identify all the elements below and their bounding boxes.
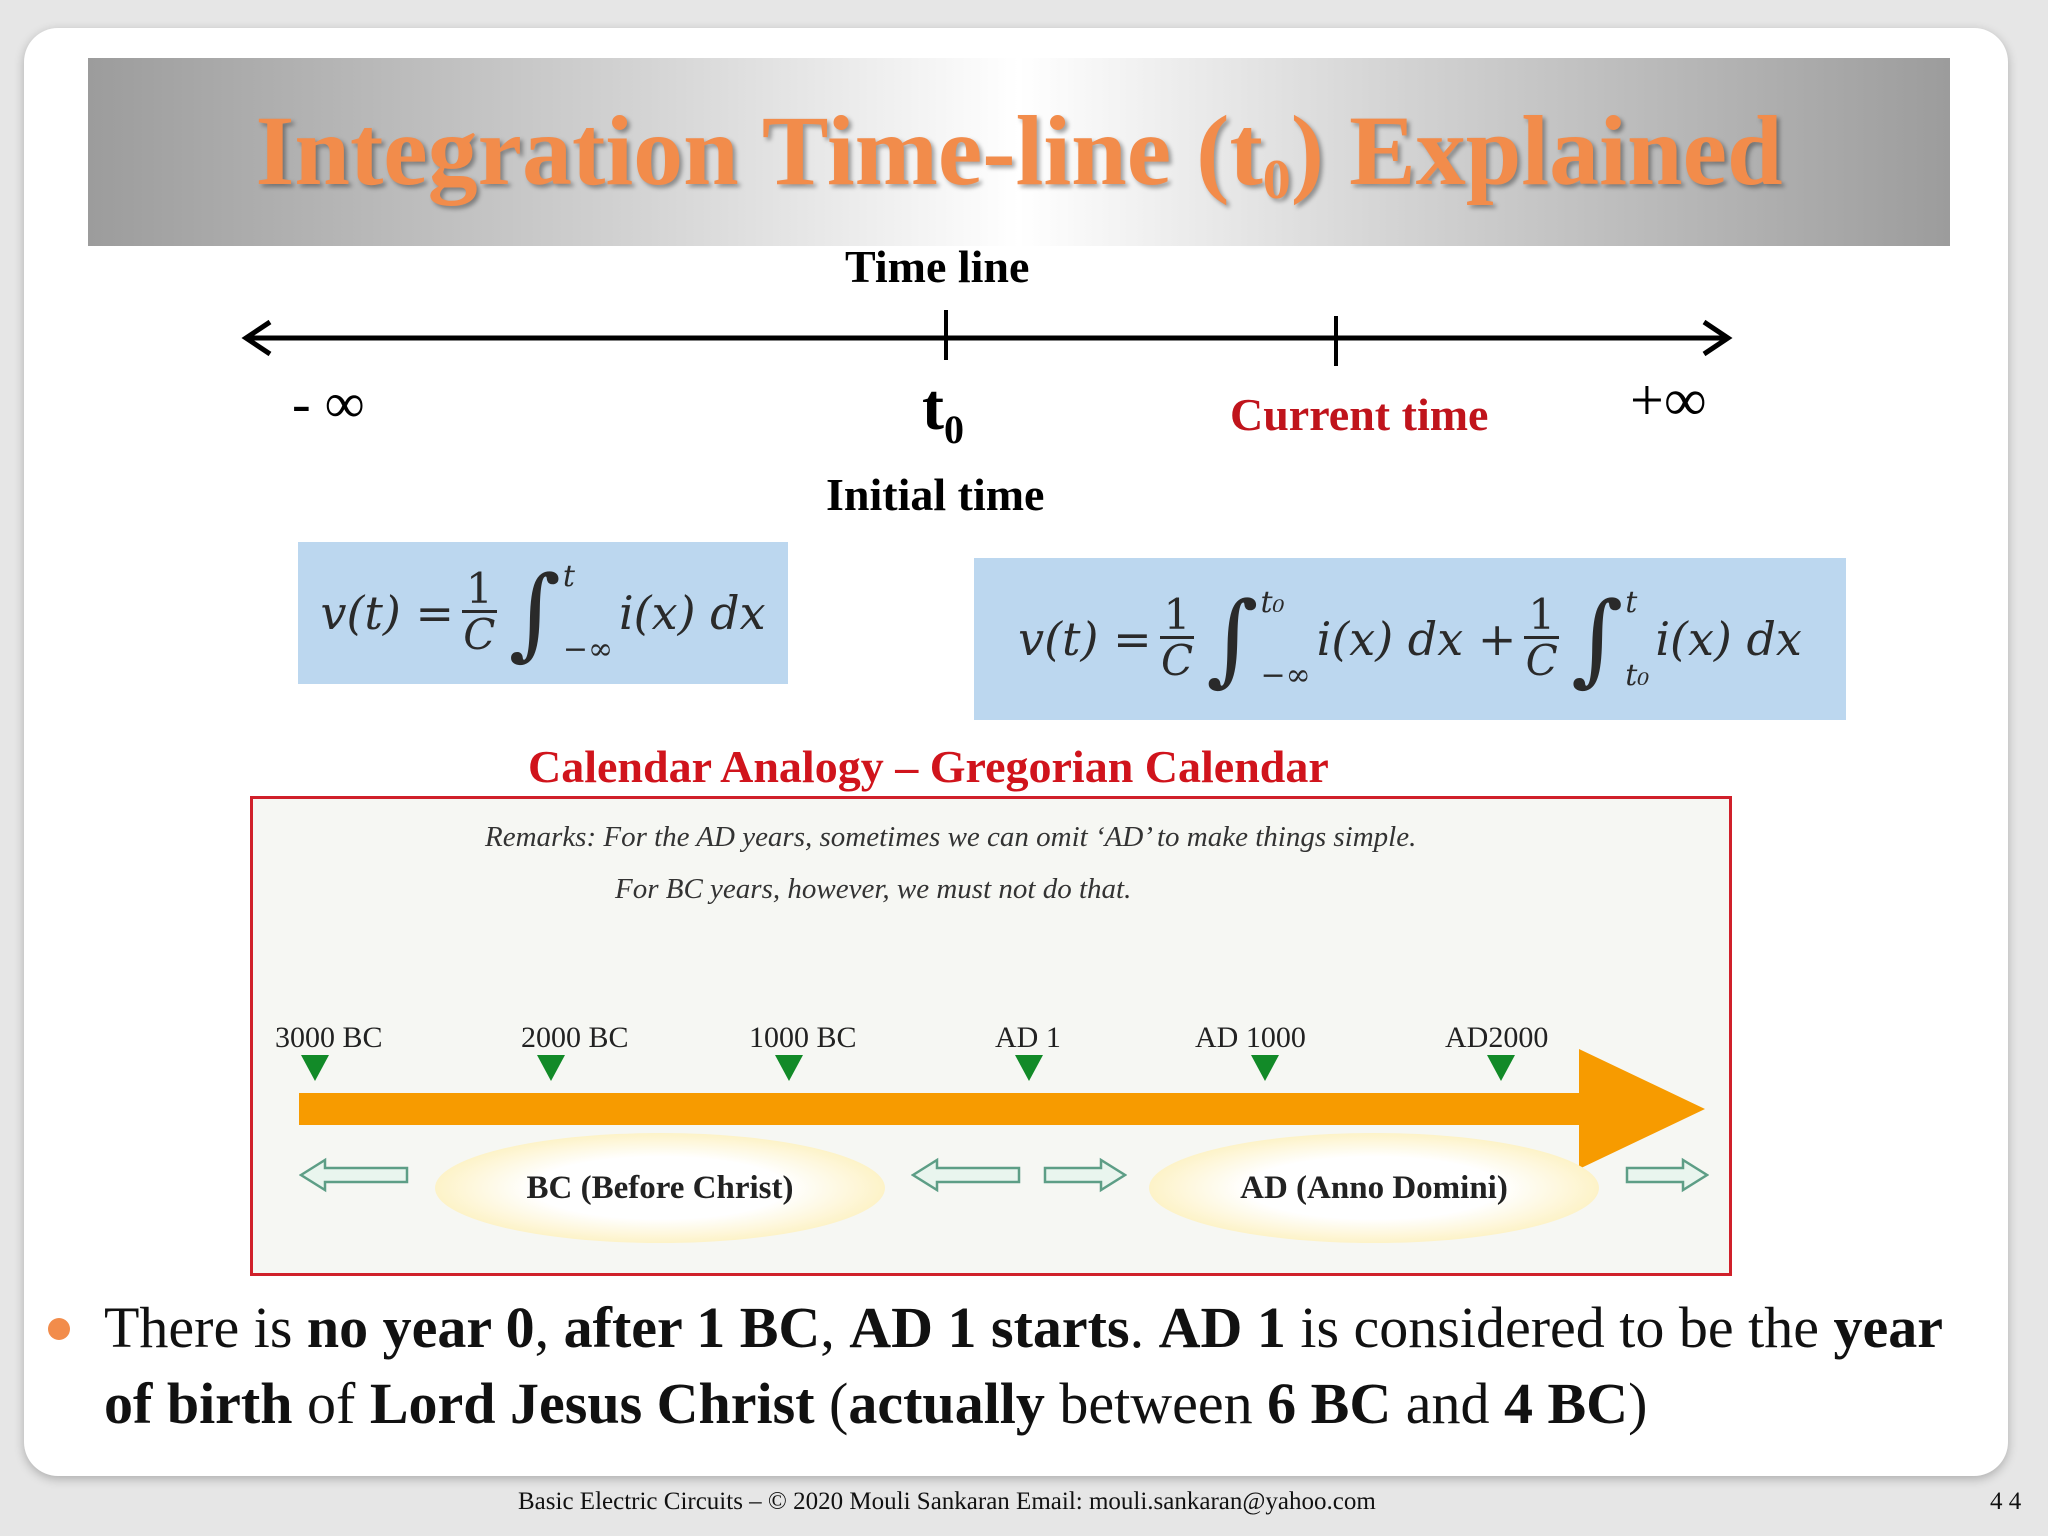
year-label-ad-1000: AD 1000 bbox=[1195, 1021, 1306, 1054]
formula1-integrand: i(x) dx bbox=[618, 586, 766, 640]
title-bar: Integration Time-line (t0) Explained bbox=[88, 58, 1950, 246]
year-label-2000-bc: 2000 BC bbox=[521, 1021, 629, 1054]
year-marker-3000-bc bbox=[301, 1055, 329, 1081]
year-label-ad-1: AD 1 bbox=[995, 1021, 1061, 1054]
year-marker-2000-bc bbox=[537, 1055, 565, 1081]
left-arrow-icon bbox=[911, 1157, 1021, 1193]
timeline-axis bbox=[241, 310, 1733, 366]
positive-infinity-label: +∞ bbox=[1630, 367, 1707, 433]
year-label-ad-2000: AD2000 bbox=[1445, 1021, 1549, 1054]
ad-right-arrow-icon bbox=[1625, 1157, 1709, 1193]
right-arrow-icon bbox=[1043, 1157, 1127, 1193]
year-label-1000-bc: 1000 BC bbox=[749, 1021, 857, 1054]
year-marker-ad-1 bbox=[1015, 1055, 1043, 1081]
negative-infinity-label: - ∞ bbox=[292, 373, 365, 435]
timeline-heading: Time line bbox=[845, 241, 1030, 292]
calendar-heading: Calendar Analogy – Gregorian Calendar bbox=[528, 741, 1329, 792]
current-time-label: Current time bbox=[1230, 389, 1489, 440]
orange-time-arrow bbox=[299, 1049, 1705, 1169]
formula2-integrand-2: i(x) dx bbox=[1655, 612, 1802, 666]
calendar-remark-2: For BC years, however, we must not do th… bbox=[615, 873, 1132, 905]
formula2-integrand-1: i(x) dx + bbox=[1316, 612, 1517, 666]
footer-credits: Basic Electric Circuits – © 2020 Mouli S… bbox=[518, 1488, 1376, 1515]
bc-era-ellipse: BC (Before Christ) bbox=[435, 1133, 885, 1243]
bullet-paragraph: There is no year 0, after 1 BC, AD 1 sta… bbox=[104, 1295, 1942, 1436]
formula1-integral: ∫ t −∞ bbox=[508, 554, 613, 671]
year-label-3000-bc: 3000 BC bbox=[275, 1021, 383, 1054]
t0-label: t0 bbox=[922, 371, 964, 453]
formula2-lhs: v(t) = bbox=[1018, 612, 1152, 666]
calendar-analogy-figure: Remarks: For the AD years, sometimes we … bbox=[250, 796, 1732, 1276]
bc-left-arrow-icon bbox=[299, 1157, 409, 1193]
formula1-lhs: v(t) = bbox=[320, 586, 454, 640]
formula2-integral-2: ∫ t t₀ bbox=[1571, 580, 1650, 697]
page-number: 4 4 bbox=[1990, 1488, 2022, 1515]
calendar-remark-1: Remarks: For the AD years, sometimes we … bbox=[485, 821, 1417, 853]
ad-era-ellipse: AD (Anno Domini) bbox=[1149, 1133, 1599, 1243]
year-marker-ad-2000 bbox=[1487, 1055, 1515, 1081]
year-marker-1000-bc bbox=[775, 1055, 803, 1081]
slide-title: Integration Time-line (t0) Explained bbox=[255, 94, 1783, 211]
year-marker-ad-1000 bbox=[1251, 1055, 1279, 1081]
bullet-point-icon bbox=[48, 1318, 70, 1340]
initial-time-label: Initial time bbox=[826, 469, 1045, 520]
formula2-integral-1: ∫ t₀ −∞ bbox=[1206, 580, 1311, 697]
